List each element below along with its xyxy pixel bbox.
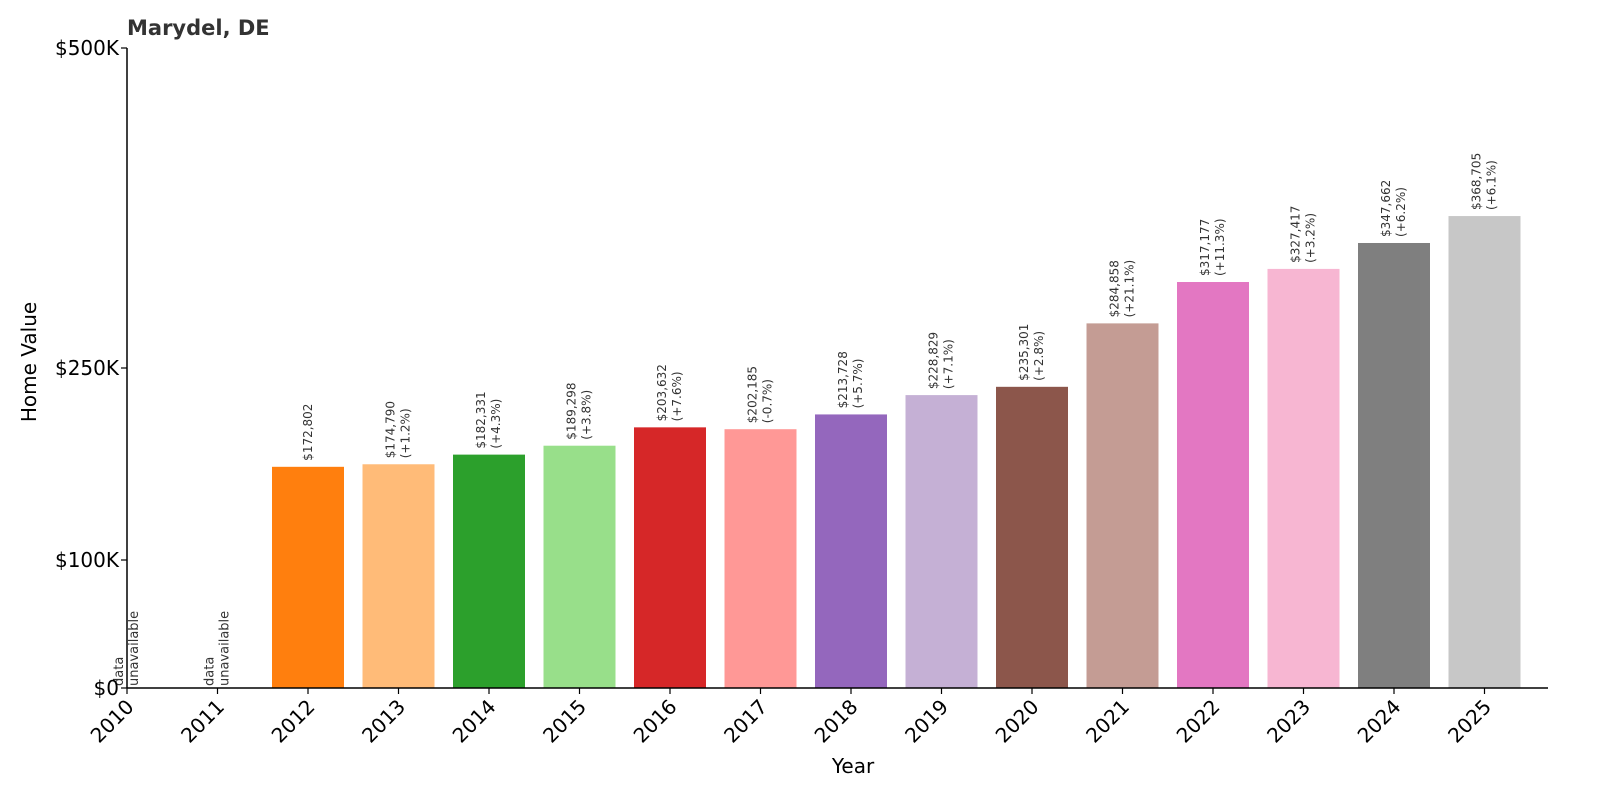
bar-value-label-2024: $347,662(+6.2%) bbox=[1379, 180, 1408, 237]
bar-2021 bbox=[1086, 323, 1159, 688]
x-tick-label-2021: 2021 bbox=[1081, 695, 1134, 748]
bar-2023 bbox=[1267, 268, 1340, 688]
bar-change-text: (+21.1%) bbox=[1123, 260, 1137, 318]
bar-2024 bbox=[1358, 242, 1430, 688]
bar-change-text: (+7.6%) bbox=[670, 371, 684, 421]
x-tick-label-2024: 2024 bbox=[1353, 695, 1406, 748]
bar-value-text: $189,298 bbox=[565, 382, 579, 439]
bar-change-text: (+2.8%) bbox=[1032, 331, 1046, 381]
bar-value-label-2023: $327,417(+3.2%) bbox=[1289, 206, 1318, 263]
bar-2013 bbox=[362, 464, 435, 688]
bar-value-text: $235,301 bbox=[1017, 324, 1031, 381]
bars-group bbox=[272, 216, 1521, 688]
bar-value-text: $228,829 bbox=[927, 332, 941, 389]
bar-value-text: $317,177 bbox=[1198, 219, 1212, 276]
missing-text-line2: unavailable bbox=[218, 611, 233, 686]
x-tick-label-2020: 2020 bbox=[991, 695, 1044, 748]
x-tick-label-2015: 2015 bbox=[538, 695, 591, 748]
y-tick-label-1: $100K bbox=[55, 548, 120, 572]
bar-value-label-2014: $182,331(+4.3%) bbox=[474, 391, 503, 448]
bar-value-text: $368,705 bbox=[1470, 153, 1484, 210]
missing-label-2011: dataunavailable bbox=[203, 611, 233, 686]
x-tick-label-2025: 2025 bbox=[1443, 695, 1496, 748]
y-tick-label-3: $500K bbox=[55, 36, 120, 60]
bar-value-text: $182,331 bbox=[474, 391, 488, 448]
bar-value-label-2022: $317,177(+11.3%) bbox=[1198, 218, 1227, 276]
bar-value-text: $284,858 bbox=[1108, 260, 1122, 317]
x-tick-label-2012: 2012 bbox=[267, 695, 320, 748]
missing-text-line1: data bbox=[112, 657, 127, 686]
bar-value-label-2017: $202,185(-0.7%) bbox=[746, 366, 775, 423]
y-axis-label: Home Value bbox=[17, 302, 41, 422]
bar-change-text: (+6.1%) bbox=[1485, 160, 1499, 210]
bar-value-label-2019: $228,829(+7.1%) bbox=[927, 332, 956, 389]
bar-value-text: $347,662 bbox=[1379, 180, 1393, 237]
x-tick-label-2017: 2017 bbox=[719, 695, 772, 748]
bar-2018 bbox=[815, 414, 887, 688]
x-tick-label-2014: 2014 bbox=[448, 695, 501, 748]
bar-2020 bbox=[996, 386, 1068, 688]
bar-value-label-2013: $174,790(+1.2%) bbox=[384, 401, 413, 458]
y-tick-label-2: $250K bbox=[55, 356, 120, 380]
bar-value-label-2016: $203,632(+7.6%) bbox=[655, 364, 684, 421]
x-tick-label-2022: 2022 bbox=[1172, 695, 1225, 748]
bar-change-text: (+6.2%) bbox=[1394, 187, 1408, 237]
bar-2025 bbox=[1448, 216, 1521, 688]
x-tick-label-2019: 2019 bbox=[900, 695, 953, 748]
bar-change-text: (-0.7%) bbox=[761, 379, 775, 423]
bar-value-text: $172,802 bbox=[301, 404, 315, 461]
chart-title: Marydel, DE bbox=[127, 16, 270, 40]
bar-2016 bbox=[634, 427, 706, 688]
bar-value-label-2012: $172,802 bbox=[301, 404, 315, 461]
bar-2019 bbox=[905, 395, 978, 688]
bar-2015 bbox=[543, 445, 616, 688]
y-tick-label-0: $0 bbox=[94, 676, 119, 700]
bar-value-label-2018: $213,728(+5.7%) bbox=[836, 351, 865, 408]
bar-value-text: $202,185 bbox=[746, 366, 760, 423]
value-labels-group: dataunavailable dataunavailable$172,802 $1… bbox=[112, 153, 1499, 686]
x-tick-label-2016: 2016 bbox=[629, 695, 682, 748]
bar-change-text: (+3.2%) bbox=[1304, 213, 1318, 263]
bar-2014 bbox=[453, 454, 525, 688]
bar-value-text: $203,632 bbox=[655, 364, 669, 421]
bar-value-label-2015: $189,298(+3.8%) bbox=[565, 382, 594, 439]
x-tick-label-2010: 2010 bbox=[86, 695, 139, 748]
x-tick-label-2023: 2023 bbox=[1262, 695, 1315, 748]
bar-change-text: (+3.8%) bbox=[580, 390, 594, 440]
x-tick-label-2018: 2018 bbox=[810, 695, 863, 748]
bar-2012 bbox=[272, 466, 344, 688]
bar-value-text: $327,417 bbox=[1289, 206, 1303, 263]
bar-value-label-2020: $235,301(+2.8%) bbox=[1017, 324, 1046, 381]
missing-label-2010: dataunavailable bbox=[112, 611, 142, 686]
bar-value-label-2021: $284,858(+21.1%) bbox=[1108, 260, 1137, 318]
bar-2022 bbox=[1177, 282, 1249, 688]
x-tick-label-2013: 2013 bbox=[357, 695, 410, 748]
x-axis-label: Year bbox=[831, 754, 875, 778]
missing-text-line2: unavailable bbox=[127, 611, 142, 686]
bar-2017 bbox=[724, 429, 797, 688]
bar-change-text: (+11.3%) bbox=[1213, 218, 1227, 276]
bar-change-text: (+4.3%) bbox=[489, 399, 503, 449]
bar-change-text: (+7.1%) bbox=[942, 339, 956, 389]
missing-text-line1: data bbox=[203, 657, 218, 686]
bar-value-label-2025: $368,705(+6.1%) bbox=[1470, 153, 1499, 210]
bar-change-text: (+5.7%) bbox=[851, 359, 865, 409]
bar-change-text: (+1.2%) bbox=[399, 408, 413, 458]
x-tick-label-2011: 2011 bbox=[176, 695, 229, 748]
bar-value-text: $174,790 bbox=[384, 401, 398, 458]
bar-value-text: $213,728 bbox=[836, 351, 850, 408]
